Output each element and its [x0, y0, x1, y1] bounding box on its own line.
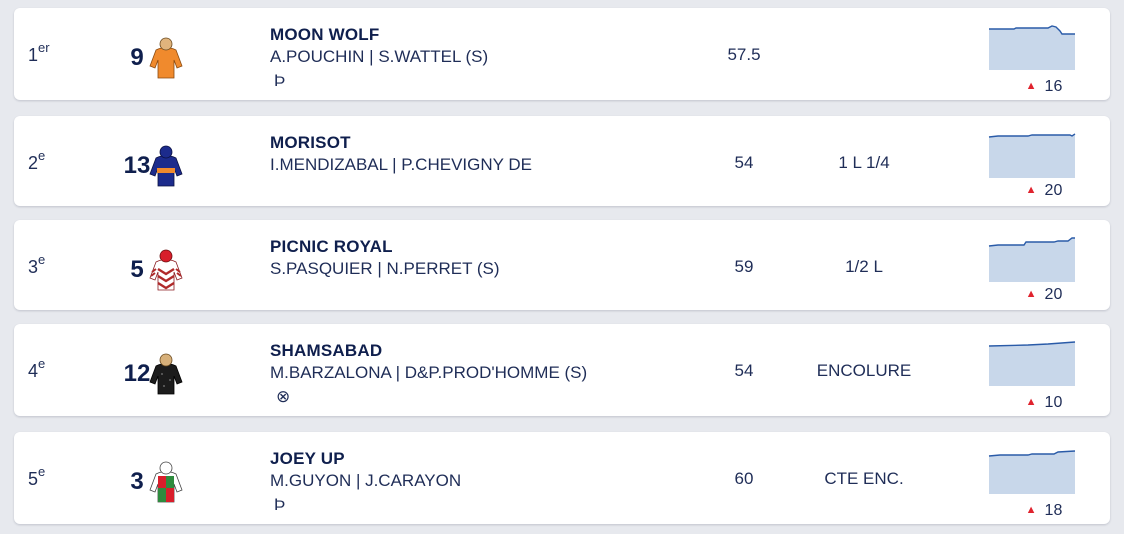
jockey-trainer: M.GUYON | J.CARAYON: [270, 471, 462, 490]
horse-number: 12: [123, 360, 151, 387]
distance-gap: CTE ENC.: [824, 469, 904, 488]
horse-name[interactable]: SHAMSABAD: [270, 341, 383, 360]
horse-number: 5: [130, 256, 144, 283]
result-row-1[interactable]: 1er 9 MOON WOLF A.POUCHIN | S.WATTEL (S)…: [14, 8, 1110, 100]
odds-sparkline: [988, 237, 1075, 282]
distance-gap: 1 L 1/4: [838, 153, 890, 172]
odds: ▲ 20: [1025, 286, 1063, 303]
weight: 54: [734, 361, 754, 380]
odds-sparkline: [988, 450, 1076, 494]
triangle-up-icon: ▲: [1025, 396, 1037, 408]
jockey-silk-icon: [149, 249, 183, 291]
rank: 5e: [28, 464, 46, 489]
result-row-4[interactable]: 4e 12 SHAMSABAD M.BARZALONA | D&P.PROD'H…: [14, 324, 1110, 416]
blinkers-icon: ⊗: [276, 387, 291, 406]
odds-sparkline: [988, 133, 1076, 178]
odds-sparkline: [988, 341, 1076, 386]
triangle-up-icon: ▲: [1025, 288, 1037, 300]
weight: 54: [734, 153, 754, 172]
jockey-trainer: M.BARZALONA | D&P.PROD'HOMME (S): [270, 363, 588, 382]
jockey-silk-icon: [149, 37, 183, 79]
odds: ▲ 16: [1025, 78, 1063, 95]
odds-sparkline: [989, 25, 1075, 70]
result-row-3[interactable]: 3e 5 PICNIC ROYAL S.PASQUIER | N.PERRET …: [14, 220, 1110, 310]
rank: 2e: [28, 148, 46, 173]
triangle-up-icon: ▲: [1025, 184, 1037, 196]
equipment-icon: Þ: [274, 71, 286, 90]
horse-number: 3: [130, 468, 144, 495]
horse-name[interactable]: JOEY UP: [270, 449, 345, 468]
weight: 60: [734, 469, 754, 488]
horse-number: 9: [130, 44, 144, 71]
rank: 4e: [28, 356, 46, 381]
odds: ▲ 20: [1025, 182, 1063, 199]
jockey-trainer: A.POUCHIN | S.WATTEL (S): [270, 47, 489, 66]
triangle-up-icon: ▲: [1025, 504, 1037, 516]
triangle-up-icon: ▲: [1025, 80, 1037, 92]
odds: ▲ 18: [1025, 502, 1063, 519]
horse-name[interactable]: MORISOT: [270, 133, 351, 152]
jockey-silk-icon: [149, 353, 183, 395]
horse-name[interactable]: PICNIC ROYAL: [270, 237, 393, 256]
result-row-5[interactable]: 5e 3 JOEY UP M.GUYON | J.CARAYON Þ 60 CT…: [14, 432, 1110, 524]
distance-gap: 1/2 L: [845, 257, 883, 276]
jockey-silk-icon: [149, 461, 183, 503]
jockey-silk-icon: [149, 145, 183, 187]
horse-number: 13: [123, 152, 151, 179]
distance-gap: ENCOLURE: [816, 361, 912, 380]
weight: 57.5: [727, 45, 761, 64]
weight: 59: [734, 257, 754, 276]
jockey-trainer: I.MENDIZABAL | P.CHEVIGNY DE: [270, 155, 533, 174]
odds: ▲ 10: [1025, 394, 1063, 411]
horse-name[interactable]: MOON WOLF: [270, 25, 380, 44]
jockey-trainer: S.PASQUIER | N.PERRET (S): [270, 259, 500, 278]
rank: 3e: [28, 252, 46, 277]
equipment-icon: Þ: [274, 495, 286, 514]
result-row-2[interactable]: 2e 13 MORISOT I.MENDIZABAL | P.CHEVIGNY …: [14, 116, 1110, 206]
rank: 1er: [28, 40, 50, 65]
